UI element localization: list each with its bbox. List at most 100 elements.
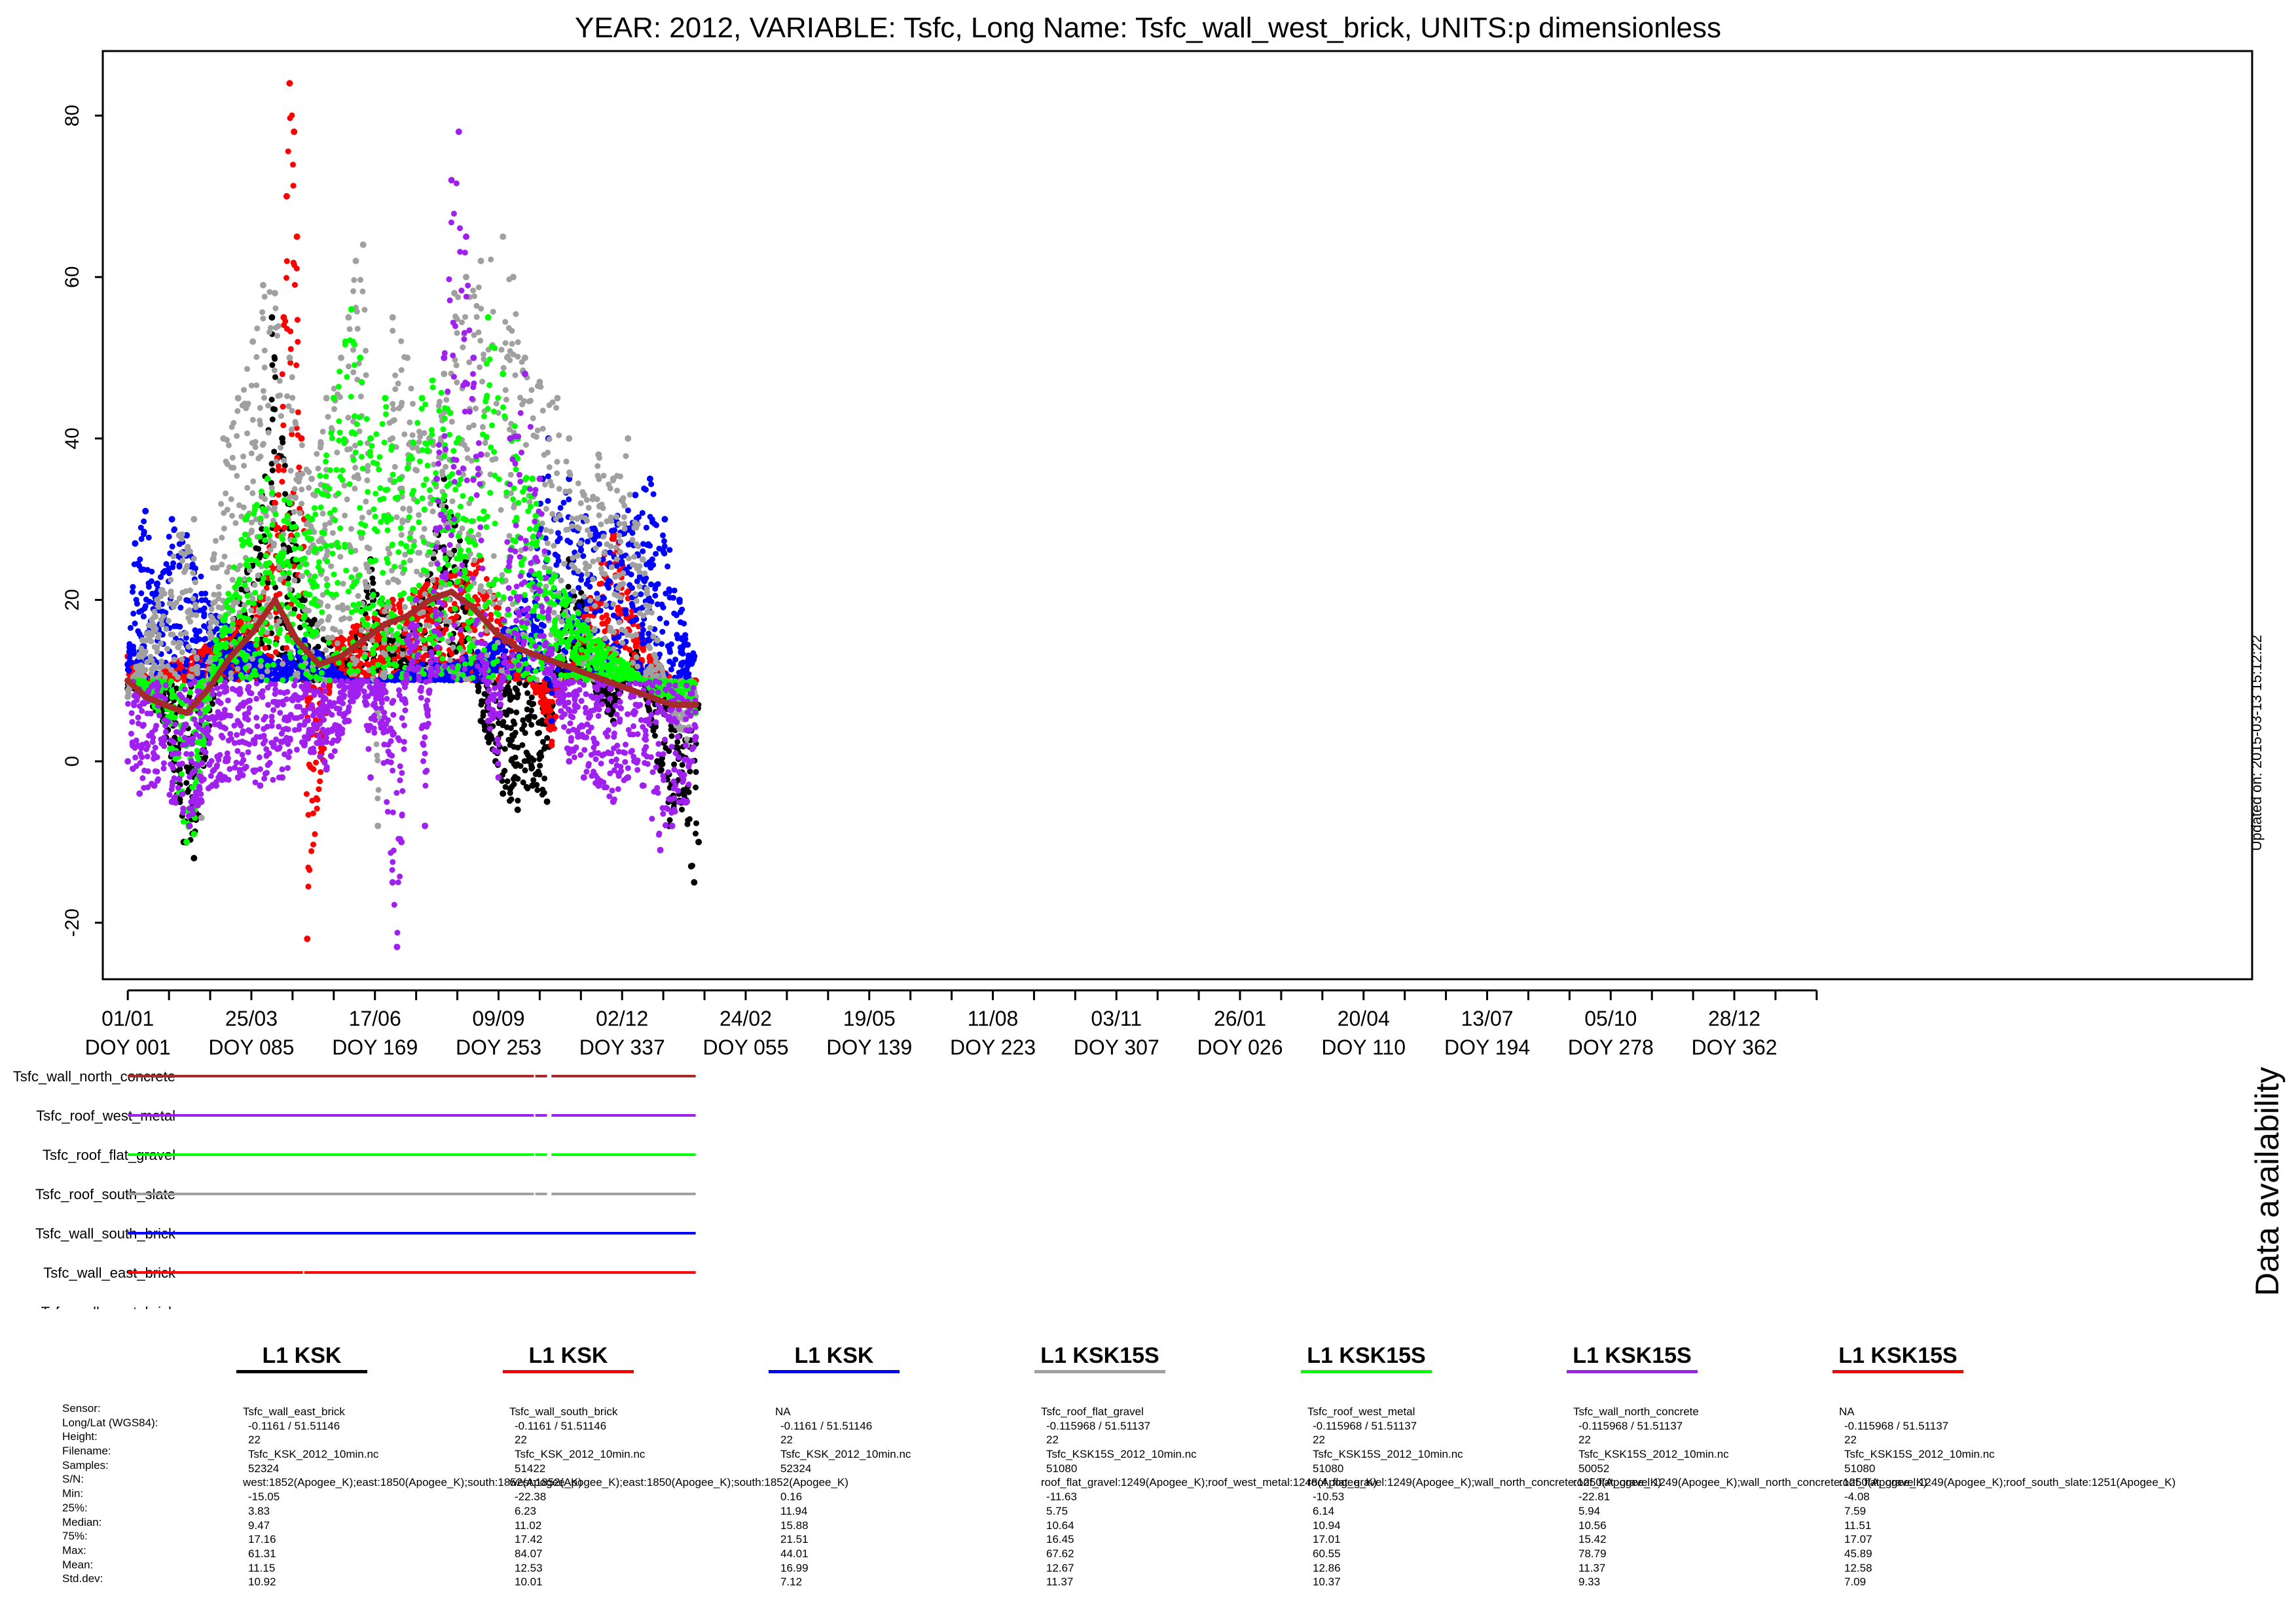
data-point (280, 314, 287, 321)
data-point (374, 795, 381, 802)
data-point (407, 419, 413, 425)
data-point (504, 778, 511, 785)
data-point (305, 883, 312, 890)
data-point (503, 397, 509, 403)
data-point (515, 744, 521, 751)
data-point (608, 543, 614, 550)
data-point (362, 579, 369, 585)
x-tick-doy: DOY 307 (1074, 1036, 1159, 1059)
data-point (500, 719, 507, 725)
data-point (507, 786, 513, 793)
data-point (221, 553, 228, 560)
data-point (653, 550, 659, 557)
data-point (283, 192, 290, 200)
data-point (334, 640, 340, 647)
data-point (364, 477, 371, 484)
data-point (557, 505, 564, 511)
x-tick-doy: DOY 026 (1197, 1036, 1283, 1059)
data-point (543, 676, 550, 682)
data-point (674, 738, 681, 745)
data-point (480, 709, 486, 715)
data-point (679, 762, 685, 768)
data-point (693, 784, 699, 791)
data-point (539, 738, 546, 745)
data-point (598, 521, 604, 528)
data-point (686, 816, 693, 822)
data-point (282, 462, 288, 469)
data-point (549, 698, 555, 705)
data-point (198, 573, 204, 580)
data-point (598, 580, 605, 586)
data-point (575, 480, 581, 486)
data-point (421, 526, 428, 532)
data-point (565, 583, 572, 590)
data-point (259, 526, 265, 532)
data-point (280, 660, 286, 667)
data-point (295, 338, 301, 345)
data-point (680, 787, 687, 793)
data-point (511, 781, 517, 787)
data-point (632, 643, 639, 650)
data-point (272, 649, 279, 655)
data-point (647, 564, 654, 571)
data-point (619, 640, 626, 646)
data-point (421, 627, 428, 634)
data-point (276, 590, 283, 597)
data-point (681, 641, 687, 648)
data-point (290, 162, 296, 168)
data-point (398, 367, 405, 373)
data-point (301, 596, 308, 604)
data-point (632, 492, 639, 499)
data-point (599, 621, 606, 627)
data-point (634, 578, 640, 585)
data-point (502, 784, 509, 790)
data-point (163, 561, 170, 568)
data-point (240, 453, 247, 460)
data-point (609, 528, 615, 534)
data-point (648, 581, 654, 588)
data-point (276, 467, 282, 473)
data-point (672, 657, 679, 663)
data-point (666, 659, 673, 665)
data-point (280, 403, 286, 410)
data-point (134, 600, 140, 607)
data-point (473, 405, 479, 412)
data-point (514, 806, 521, 814)
data-point (555, 558, 562, 564)
data-point (546, 464, 553, 471)
data-point (613, 514, 620, 520)
data-point (173, 685, 180, 692)
x-tick-date: 05/10 (1584, 1007, 1637, 1030)
data-point (279, 371, 285, 378)
data-point (677, 672, 683, 679)
data-point (158, 640, 164, 647)
data-point (228, 464, 234, 471)
data-point (276, 492, 282, 498)
data-point (475, 688, 482, 695)
data-point (479, 378, 486, 385)
data-point (500, 790, 507, 797)
data-point (619, 558, 625, 565)
data-point (453, 362, 460, 369)
data-point (520, 717, 526, 723)
data-point (610, 601, 617, 607)
data-point (269, 467, 276, 474)
data-point (357, 632, 363, 638)
data-point (224, 569, 230, 575)
data-point (285, 148, 291, 154)
data-point (201, 605, 208, 611)
data-point (538, 749, 544, 756)
data-point (528, 545, 534, 552)
data-point (163, 626, 170, 632)
data-point (135, 628, 141, 634)
data-point (678, 661, 685, 668)
data-point (691, 879, 698, 886)
x-tick-date: 01/01 (101, 1007, 154, 1030)
data-point (653, 723, 659, 730)
data-point (192, 627, 198, 634)
data-point (172, 526, 177, 532)
data-point (555, 666, 561, 673)
y-tick-label: 40 (62, 427, 83, 449)
data-point (142, 507, 149, 514)
data-point (640, 548, 646, 554)
